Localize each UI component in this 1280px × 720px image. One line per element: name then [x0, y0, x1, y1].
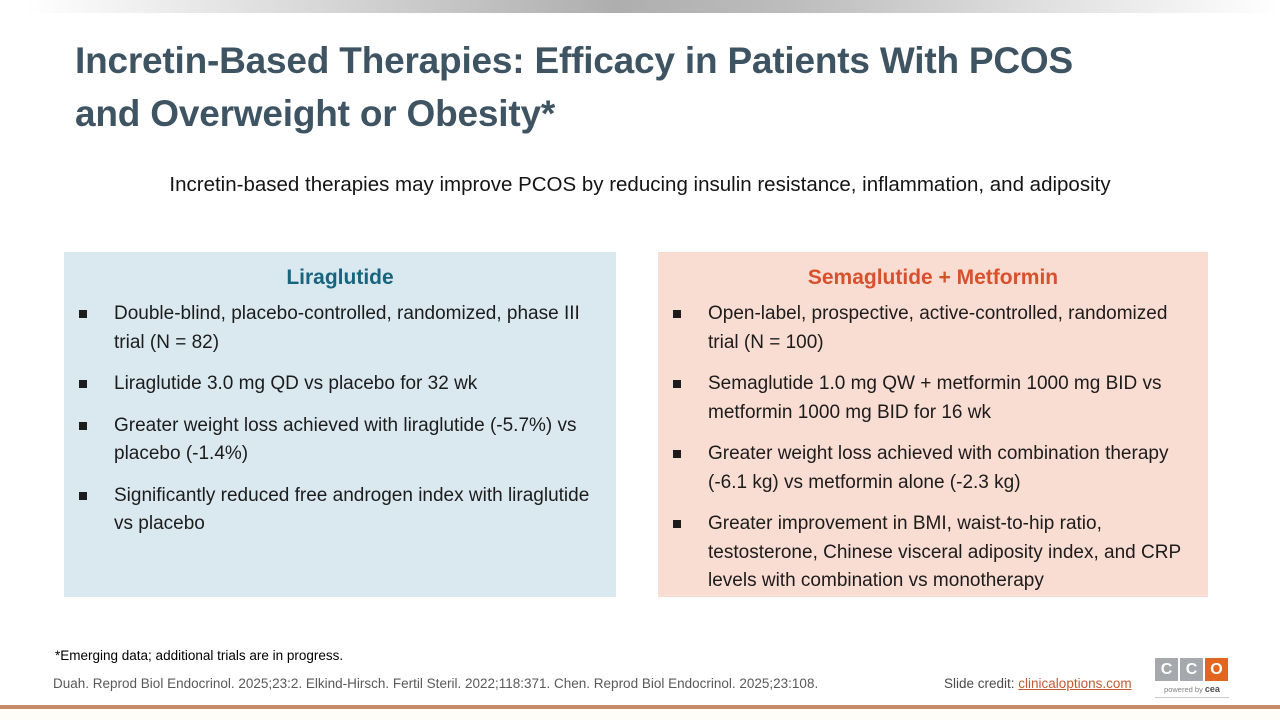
- bullet-square-icon: [673, 310, 681, 318]
- slide-subtitle: Incretin-based therapies may improve PCO…: [169, 173, 1111, 196]
- panel-liraglutide-bullet-list: Double-blind, placebo-controlled, random…: [64, 300, 616, 539]
- list-item: Semaglutide 1.0 mg QW + metformin 1000 m…: [658, 370, 1198, 427]
- bullet-square-icon: [79, 491, 87, 500]
- cco-logo: C C O powered by cea: [1155, 658, 1229, 698]
- bullet-text: Significantly reduced free androgen inde…: [114, 484, 590, 535]
- references: Duah. Reprod Biol Endocrinol. 2025;23:2.…: [53, 676, 819, 691]
- tagline-brand: cea: [1204, 684, 1220, 694]
- panel-semaglutide-metformin: Semaglutide + Metformin Open-label, pros…: [658, 252, 1208, 597]
- bullet-text: Liraglutide 3.0 mg QD vs placebo for 32 …: [114, 373, 478, 394]
- slide-credit-label: Slide credit:: [944, 676, 1019, 691]
- cco-logo-letter-c1: C: [1155, 658, 1178, 681]
- panel-liraglutide-title: Liraglutide: [286, 266, 394, 289]
- bullet-square-icon: [673, 380, 681, 388]
- slide-credit-link[interactable]: clinicaloptions.com: [1018, 676, 1132, 691]
- tagline-prefix: powered by: [1164, 685, 1205, 694]
- bullet-square-icon: [673, 520, 681, 528]
- bullet-square-icon: [79, 421, 87, 430]
- cco-logo-squares: C C O: [1155, 658, 1229, 681]
- panel-semaglutide-title: Semaglutide + Metformin: [807, 266, 1059, 289]
- footnote: *Emerging data; additional trials are in…: [55, 648, 344, 663]
- bullet-square-icon: [673, 450, 681, 458]
- list-item: Greater improvement in BMI, waist-to-hip…: [658, 510, 1198, 596]
- list-item: Open-label, prospective, active-controll…: [658, 300, 1198, 357]
- slide-title-line-2: and Overweight or Obesity*: [75, 93, 556, 134]
- bottom-strip: [0, 709, 1280, 720]
- bullet-text: Greater weight loss achieved with liragl…: [114, 414, 577, 465]
- cco-logo-letter-c2: C: [1180, 658, 1203, 681]
- list-item: Double-blind, placebo-controlled, random…: [64, 300, 606, 357]
- bullet-text: Greater weight loss achieved with combin…: [708, 443, 1169, 493]
- slide-title: Incretin-Based Therapies: Efficacy in Pa…: [75, 34, 1215, 140]
- cco-logo-letter-o: O: [1205, 658, 1228, 681]
- slide-credit: Slide credit: clinicaloptions.com: [944, 676, 1149, 691]
- list-item: Liraglutide 3.0 mg QD vs placebo for 32 …: [64, 370, 606, 399]
- bullet-square-icon: [79, 310, 87, 318]
- bullet-text: Double-blind, placebo-controlled, random…: [114, 303, 580, 353]
- slide-title-line-1: Incretin-Based Therapies: Efficacy in Pa…: [75, 40, 1073, 81]
- list-item: Greater weight loss achieved with combin…: [658, 440, 1198, 497]
- panel-liraglutide: Liraglutide Double-blind, placebo-contro…: [64, 252, 616, 597]
- cco-logo-tagline: powered by cea: [1155, 684, 1229, 698]
- bullet-text: Semaglutide 1.0 mg QW + metformin 1000 m…: [708, 373, 1162, 423]
- panel-semaglutide-bullet-list: Open-label, prospective, active-controll…: [658, 300, 1208, 596]
- bullet-text: Greater improvement in BMI, waist-to-hip…: [708, 513, 1181, 591]
- list-item: Significantly reduced free androgen inde…: [64, 482, 606, 539]
- bottom-rule: [0, 705, 1280, 709]
- bullet-square-icon: [79, 380, 87, 388]
- list-item: Greater weight loss achieved with liragl…: [64, 412, 606, 469]
- top-gradient-bar: [0, 0, 1280, 13]
- bullet-text: Open-label, prospective, active-controll…: [708, 303, 1168, 353]
